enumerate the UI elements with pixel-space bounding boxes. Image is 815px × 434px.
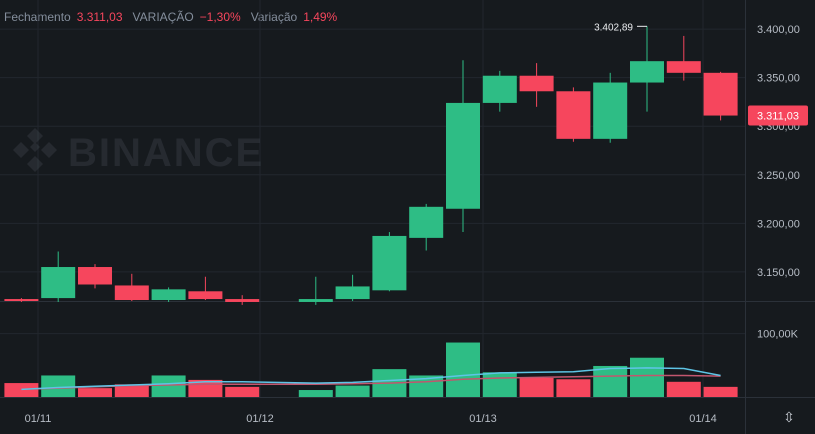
- close-label: Fechamento: [4, 10, 71, 24]
- volume-ma-short-line: [21, 367, 721, 391]
- candle-body: [630, 61, 664, 83]
- volume-bar: [519, 378, 554, 397]
- price-tick-label: 3.200,00: [757, 218, 800, 230]
- candle-body: [114, 285, 149, 301]
- watermark-text: BINANCE: [68, 131, 264, 175]
- chart-header: Fechamento 3.311,03 VARIAÇÃO −1,30% Variação…: [4, 10, 347, 24]
- price-tick-label: 3.350,00: [757, 73, 800, 85]
- volume-bar: [151, 375, 186, 397]
- volume-bar: [703, 386, 738, 397]
- volume-bar: [298, 390, 333, 397]
- candle-body: [666, 61, 701, 73]
- volume-bar: [630, 357, 664, 397]
- price-tick-label: 3.250,00: [757, 170, 800, 182]
- candle-body: [409, 206, 444, 238]
- change-value: −1,30%: [199, 10, 241, 24]
- candle-body: [593, 82, 628, 139]
- volume-bar: [41, 375, 76, 397]
- last-price-tag: [748, 105, 808, 126]
- close-value: 3.311,03: [76, 10, 123, 24]
- candle-body: [298, 299, 333, 302]
- time-tick-label: 01/14: [689, 413, 717, 425]
- price-tick-label: 3.400,00: [757, 24, 800, 36]
- candle-body: [225, 299, 260, 302]
- candle-body: [335, 286, 370, 300]
- high-price-label: 3.402,89: [594, 22, 633, 33]
- price-tick-label: 3.150,00: [757, 267, 800, 279]
- volume-bar: [446, 342, 480, 397]
- candle-body: [703, 72, 738, 116]
- amplitude-value: 1,49%: [303, 10, 338, 24]
- candle-body: [188, 291, 223, 300]
- candle-body: [41, 267, 76, 299]
- amplitude-label: Variação: [250, 10, 298, 24]
- volume-bar: [225, 386, 260, 397]
- volume-bar: [335, 385, 370, 397]
- binance-watermark: BINANCE: [13, 128, 264, 175]
- last-price-label: 3.311,03: [757, 111, 799, 123]
- change-label: VARIAÇÃO: [132, 10, 194, 24]
- volume-bar: [4, 383, 39, 397]
- time-tick-label: 01/13: [469, 413, 497, 425]
- volume-bar: [666, 381, 701, 397]
- volume-bar: [78, 388, 112, 397]
- candle-body: [151, 289, 186, 301]
- candle-body: [519, 75, 554, 92]
- candle-body: [372, 235, 407, 291]
- volume-tick-label: 100,00K: [757, 329, 799, 341]
- auto-scale-icon[interactable]: ⇳: [783, 409, 795, 425]
- candle-body: [556, 91, 591, 139]
- volume-bar: [114, 384, 149, 397]
- candle-body: [482, 75, 517, 103]
- candle-body: [4, 299, 39, 301]
- binance-logo-icon: [13, 128, 57, 172]
- volume-bar: [556, 379, 591, 397]
- volume-bar: [593, 365, 628, 397]
- volume-bar: [482, 372, 517, 397]
- time-tick-label: 01/11: [25, 413, 52, 425]
- candle-body: [446, 102, 480, 209]
- candle-body: [78, 267, 112, 285]
- time-tick-label: 01/12: [246, 413, 274, 425]
